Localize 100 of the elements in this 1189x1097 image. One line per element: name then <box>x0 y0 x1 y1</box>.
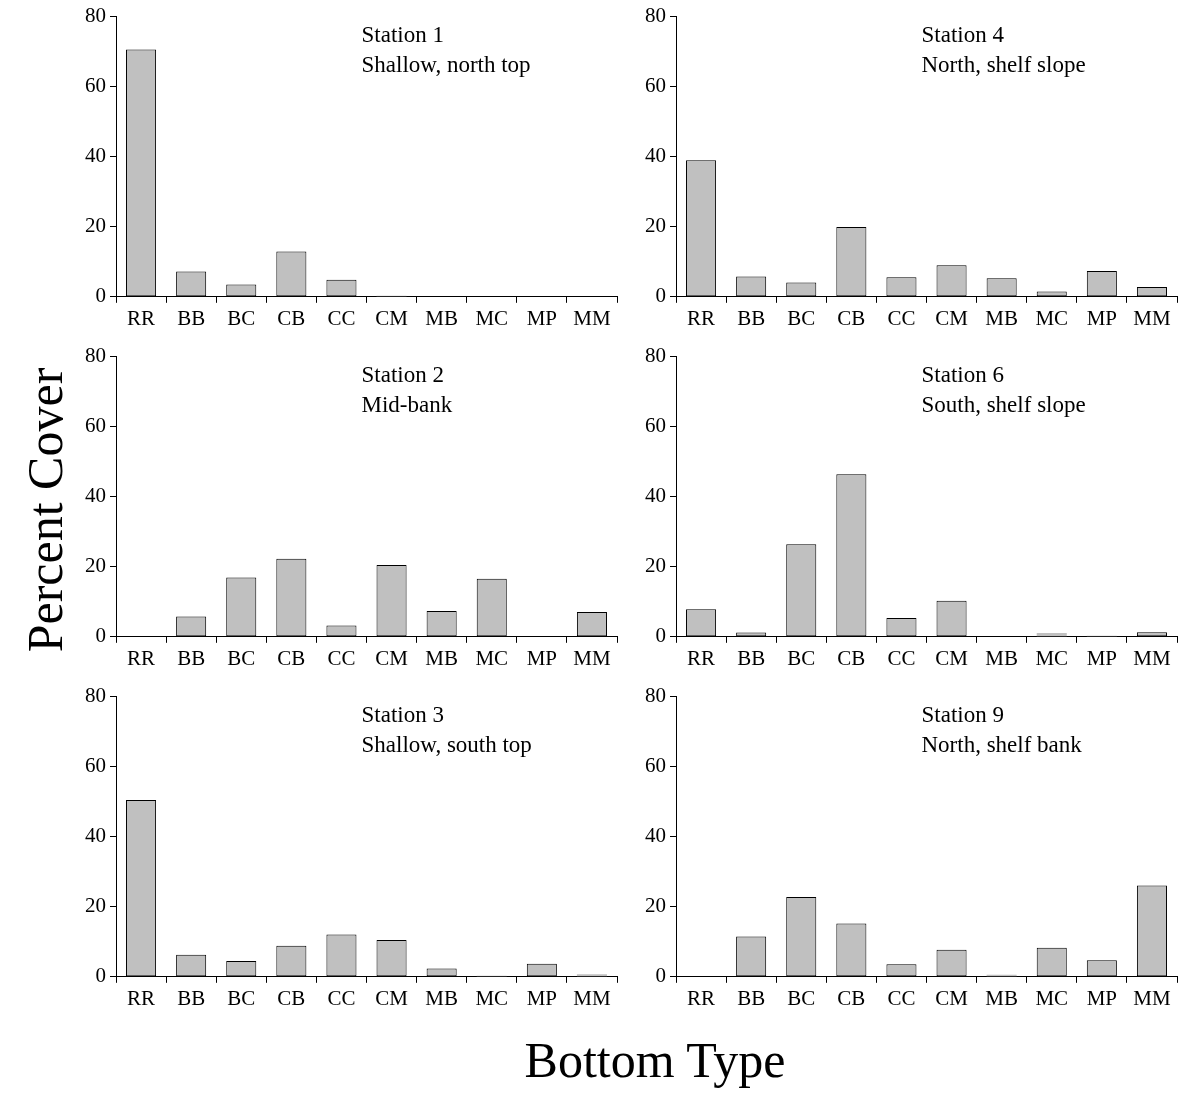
x-tick-label: BB <box>737 985 766 1010</box>
y-tick-label: 40 <box>85 143 106 168</box>
y-tick-label: 40 <box>85 823 106 848</box>
text: North, shelf slope <box>921 52 1086 78</box>
text: South, shelf slope <box>921 392 1086 418</box>
x-tick-label: MM <box>573 985 611 1010</box>
x-tick-label: MP <box>1086 645 1118 670</box>
x-tick-label: BC <box>227 305 256 330</box>
x-tick-label: RR <box>127 985 156 1010</box>
x-tick-label: MC <box>475 985 509 1010</box>
x-tick-label: CM <box>935 645 969 670</box>
x-tick-label: CB <box>277 305 306 330</box>
x-tick-label: MB <box>985 305 1018 330</box>
y-tick-label: 0 <box>95 283 106 308</box>
x-tick-label: MB <box>425 985 458 1010</box>
x-tick-label: BC <box>227 645 256 670</box>
x-tick-label: MM <box>1133 985 1171 1010</box>
x-tick-label: MP <box>1086 305 1118 330</box>
x-tick-label: MC <box>475 305 509 330</box>
x-tick-label: BB <box>177 985 206 1010</box>
y-tick-label: 40 <box>645 823 666 848</box>
y-axis-title: Percent Cover <box>16 367 74 653</box>
y-tick-label: 40 <box>645 143 666 168</box>
x-tick-label: CB <box>837 645 866 670</box>
x-tick-label: BB <box>737 645 766 670</box>
y-tick-label: 60 <box>85 73 106 98</box>
x-tick-label: RR <box>687 645 716 670</box>
x-tick-label: MC <box>1035 645 1069 670</box>
y-tick-label: 80 <box>85 683 106 708</box>
chart-title: Station 9 <box>921 702 1004 728</box>
y-tick-label: 40 <box>85 483 106 508</box>
text: Mid-bank <box>361 392 453 418</box>
x-tick-label: MP <box>526 645 558 670</box>
x-tick-label: CC <box>327 645 356 670</box>
x-tick-label: MC <box>1035 985 1069 1010</box>
y-tick-label: 60 <box>85 413 106 438</box>
x-tick-label: BB <box>177 645 206 670</box>
y-tick-label: 0 <box>95 623 106 648</box>
x-tick-label: RR <box>127 305 156 330</box>
x-tick-label: CC <box>887 985 916 1010</box>
y-tick-label: 0 <box>95 963 106 988</box>
y-tick-label: 0 <box>655 963 666 988</box>
y-tick-label: 0 <box>655 283 666 308</box>
x-tick-label: BB <box>737 305 766 330</box>
y-tick-label: 20 <box>85 213 106 238</box>
y-tick-label: 80 <box>645 3 666 28</box>
x-tick-label: CC <box>887 645 916 670</box>
y-tick-label: 80 <box>85 343 106 368</box>
x-tick-label: BC <box>787 305 816 330</box>
x-tick-label: MB <box>985 645 1018 670</box>
y-tick-label: 20 <box>645 893 666 918</box>
y-tick-label: 20 <box>85 553 106 578</box>
x-tick-label: MB <box>985 985 1018 1010</box>
y-tick-label: 0 <box>655 623 666 648</box>
y-tick-label: 80 <box>85 3 106 28</box>
x-tick-label: CB <box>837 985 866 1010</box>
x-tick-label: CC <box>327 305 356 330</box>
x-tick-label: MP <box>1086 985 1118 1010</box>
y-tick-label: 80 <box>645 683 666 708</box>
y-tick-label: 60 <box>645 753 666 778</box>
x-tick-label: CC <box>887 305 916 330</box>
y-tick-label: 60 <box>645 73 666 98</box>
text: Shallow, south top <box>361 732 532 758</box>
x-tick-label: CM <box>375 985 409 1010</box>
x-tick-label: MC <box>1035 305 1069 330</box>
x-tick-label: RR <box>687 305 716 330</box>
y-tick-label: 20 <box>645 553 666 578</box>
chart-title: Station 3 <box>361 702 444 728</box>
x-tick-label: MM <box>573 645 611 670</box>
x-tick-label: CB <box>837 305 866 330</box>
chart-title: Station 2 <box>361 362 444 388</box>
x-tick-label: BC <box>227 985 256 1010</box>
x-tick-label: CM <box>935 985 969 1010</box>
x-tick-label: MM <box>573 305 611 330</box>
x-tick-label: CB <box>277 645 306 670</box>
y-tick-label: 60 <box>85 753 106 778</box>
x-tick-label: MB <box>425 305 458 330</box>
x-tick-label: BB <box>177 305 206 330</box>
x-tick-label: MM <box>1133 645 1171 670</box>
y-tick-label: 20 <box>645 213 666 238</box>
x-axis-title: Bottom Type <box>524 1031 786 1089</box>
x-tick-label: MB <box>425 645 458 670</box>
chart-title: Station 4 <box>921 22 1005 48</box>
x-tick-label: CM <box>935 305 969 330</box>
y-tick-label: 40 <box>645 483 666 508</box>
x-tick-label: MM <box>1133 305 1171 330</box>
y-tick-label: 60 <box>645 413 666 438</box>
x-tick-label: CB <box>277 985 306 1010</box>
y-tick-label: 20 <box>85 893 106 918</box>
x-tick-label: CC <box>327 985 356 1010</box>
y-tick-label: 80 <box>645 343 666 368</box>
chart-title: Station 6 <box>921 362 1004 388</box>
x-tick-label: BC <box>787 985 816 1010</box>
text: Shallow, north top <box>361 52 531 78</box>
x-tick-label: CM <box>375 305 409 330</box>
x-tick-label: CM <box>375 645 409 670</box>
chart-title: Station 1 <box>361 22 444 48</box>
text: North, shelf bank <box>921 732 1083 758</box>
x-tick-label: MP <box>526 305 558 330</box>
x-tick-label: BC <box>787 645 816 670</box>
